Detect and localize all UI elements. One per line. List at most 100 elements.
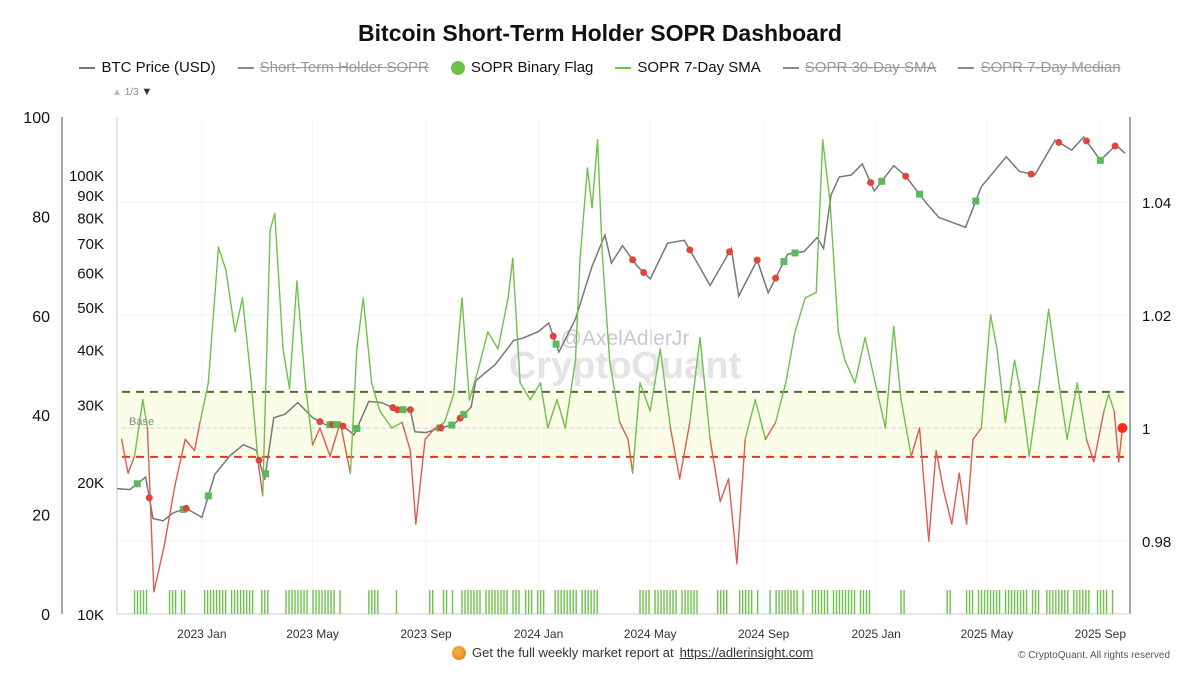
sopr-sma-segment <box>547 399 558 429</box>
x-tick-label: 2025 Sep <box>1075 627 1127 641</box>
flag-off-marker <box>182 504 190 512</box>
left-tick-label: 0 <box>41 607 50 624</box>
sopr-sma-segment <box>874 382 887 429</box>
sopr-sma-segment <box>362 297 373 384</box>
sopr-sma-segment <box>774 382 787 424</box>
sopr-sma-segment <box>296 280 306 384</box>
sopr-sma-segment <box>193 421 201 452</box>
sopr-sma-segment <box>127 455 136 474</box>
sopr-sma-segment <box>972 427 983 440</box>
x-tick-label: 2025 May <box>961 627 1014 641</box>
sopr-sma-segment <box>910 427 921 457</box>
flag-off-marker <box>867 179 875 187</box>
footer-link[interactable]: https://adlerinsight.com <box>679 645 814 660</box>
sopr-sma-segment <box>133 399 144 457</box>
sopr-sma-segment <box>379 410 393 429</box>
sopr-sma-segment <box>884 325 895 429</box>
flag-on-marker <box>333 421 341 429</box>
left-tick-label: 40 <box>32 408 50 425</box>
flag-off-marker <box>726 248 734 256</box>
sopr-sma-segment <box>579 167 589 260</box>
flag-off-marker <box>902 172 910 180</box>
sopr-sma-segment <box>815 139 824 294</box>
sopr-sma-segment <box>184 438 196 452</box>
sopr-sma-segment <box>965 438 974 525</box>
legend-swatch <box>958 66 975 69</box>
sopr-sma-segment <box>719 478 730 503</box>
flag-off-marker <box>629 256 637 264</box>
price-tick-label: 70K <box>77 236 104 253</box>
sopr-sma-segment <box>935 449 945 491</box>
legend-label: SOPR Binary Flag <box>470 59 594 76</box>
legend-item-binary-flag[interactable]: SOPR Binary Flag <box>450 59 594 76</box>
right-tick-label: 1.04 <box>1142 195 1171 212</box>
flag-off-marker <box>1111 142 1119 150</box>
sopr-sma-segment <box>461 297 471 401</box>
sopr-sma-segment <box>370 382 381 412</box>
x-tick-label: 2023 Jan <box>177 627 226 641</box>
flag-off-marker <box>437 424 445 432</box>
price-tick-label: 60K <box>77 265 104 282</box>
sopr-sma-segment <box>564 359 577 429</box>
flag-off-marker <box>640 268 648 276</box>
legend-item-30d-sma[interactable]: SOPR 30-Day SMA <box>782 59 936 76</box>
legend-swatch <box>782 66 799 69</box>
sopr-sma-segment <box>207 246 220 384</box>
legend-item-7d-median[interactable]: SOPR 7-Day Median <box>958 59 1121 76</box>
sopr-sma-segment <box>821 139 831 203</box>
sopr-sma-segment <box>234 297 244 333</box>
sopr-sma-segment <box>942 489 953 525</box>
sopr-sma-segment <box>199 382 210 424</box>
sopr-sma-segment <box>319 427 331 457</box>
sopr-sma-segment <box>497 297 509 350</box>
flag-off-marker <box>316 418 324 426</box>
sopr-sma-segment <box>627 438 634 474</box>
sopr-sma-segment <box>794 297 806 333</box>
sopr-sma-segment <box>754 399 767 440</box>
sopr-sma-segment <box>1047 308 1060 384</box>
sopr-sma-segment <box>1113 410 1120 463</box>
price-tick-label: 100K <box>69 168 104 185</box>
footer: Get the full weekly market report at htt… <box>452 645 813 660</box>
sopr-sma-segment <box>339 421 352 474</box>
footer-text: Get the full weekly market report at <box>472 645 674 660</box>
sopr-sma-segment <box>257 461 264 497</box>
flag-off-marker <box>549 332 557 340</box>
legend-item-sth-sopr[interactable]: Short-Term Holder SOPR <box>237 59 429 76</box>
sopr-sma-segment <box>142 399 149 429</box>
pager-down-icon[interactable]: ▼ <box>141 86 153 98</box>
sopr-sma-segment <box>996 348 1007 424</box>
price-tick-label: 20K <box>77 475 104 492</box>
flag-off-marker <box>753 256 761 264</box>
sopr-sma-segment <box>556 399 567 429</box>
left-tick-label: 60 <box>32 309 50 326</box>
sopr-sma-segment <box>174 438 186 486</box>
legend-item-7d-sma[interactable]: SOPR 7-Day SMA <box>615 59 761 76</box>
flag-on-marker <box>552 340 560 348</box>
sopr-sma-segment <box>649 348 662 412</box>
pager-text: 1/3 <box>124 87 139 98</box>
legend-swatch <box>79 66 96 69</box>
pager-up-icon[interactable]: ▲ <box>112 87 122 98</box>
sopr-sma-segment <box>1013 359 1023 401</box>
sopr-sma-segment <box>900 399 912 457</box>
sopr-sma-segment <box>744 399 757 440</box>
sopr-sma-segment <box>241 297 252 378</box>
flag-off-marker <box>772 274 780 282</box>
sopr-sma-segment <box>282 348 291 390</box>
left-tick-label: 20 <box>32 508 50 525</box>
sopr-sma-segment <box>288 280 298 390</box>
legend-item-btc-price[interactable]: BTC Price (USD) <box>79 59 216 76</box>
sopr-sma-segment <box>1103 393 1110 412</box>
sopr-sma-segment <box>591 139 599 209</box>
sopr-sma-segment <box>804 291 817 299</box>
sopr-sma-segment <box>659 348 672 429</box>
flag-off-marker <box>255 456 263 464</box>
flag-on-marker <box>262 470 270 478</box>
sopr-sma-segment <box>274 212 284 350</box>
sopr-sma-segment <box>844 359 856 384</box>
flag-on-marker <box>916 190 924 198</box>
sopr-sma-segment <box>304 382 314 446</box>
flag-off-marker <box>145 494 153 502</box>
flag-on-marker <box>972 197 980 205</box>
